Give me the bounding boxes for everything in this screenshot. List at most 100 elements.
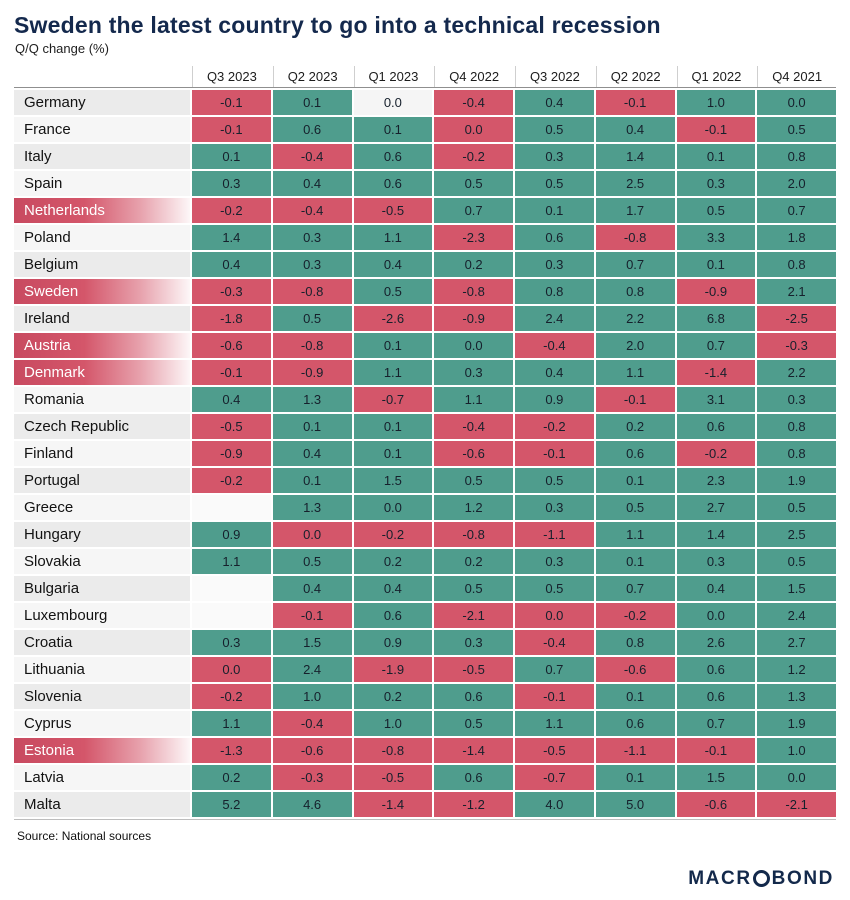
value-cell: 0.5 [272, 306, 352, 331]
value-cell: 0.6 [595, 441, 675, 466]
value-cell: 0.8 [757, 441, 836, 466]
value-cell: 2.1 [757, 279, 836, 304]
chart-title: Sweden the latest country to go into a t… [14, 12, 661, 38]
value-cell: -2.6 [353, 306, 433, 331]
value-cell: 0.3 [192, 171, 271, 196]
value-cell: 0.4 [272, 171, 352, 196]
value-cell: 0.8 [595, 279, 675, 304]
value-cell: -0.8 [595, 225, 675, 250]
country-label: Croatia [14, 630, 190, 655]
value-cell: -0.8 [272, 333, 352, 358]
value-cell: 1.2 [757, 657, 836, 682]
country-label: Czech Republic [14, 414, 190, 439]
value-cell: 0.3 [434, 360, 513, 385]
value-cell: 0.4 [595, 117, 675, 142]
value-cell: 0.5 [353, 279, 433, 304]
value-cell: -0.6 [192, 333, 271, 358]
country-label: Sweden [14, 279, 190, 304]
value-cell: -0.4 [272, 198, 352, 223]
value-cell: 0.5 [515, 468, 594, 493]
value-cell: 0.5 [272, 549, 352, 574]
value-cell: -0.5 [192, 414, 271, 439]
value-cell: 2.0 [595, 333, 675, 358]
country-label: Germany [14, 90, 190, 115]
source-note: Source: National sources [17, 829, 152, 843]
value-cell: 1.0 [353, 711, 433, 736]
value-cell: 1.5 [757, 576, 836, 601]
value-cell: 0.1 [353, 117, 433, 142]
value-cell: -1.3 [192, 738, 271, 763]
country-label: Denmark [14, 360, 190, 385]
value-cell: -1.1 [515, 522, 594, 547]
country-label: Bulgaria [14, 576, 190, 601]
value-cell: 0.0 [434, 117, 513, 142]
value-cell: 0.6 [434, 765, 513, 790]
value-cell: 1.1 [515, 711, 594, 736]
value-cell: 1.0 [272, 684, 352, 709]
country-label: Cyprus [14, 711, 190, 736]
heatmap-header-row: Q3 2023 Q2 2023 Q1 2023 Q4 2022 Q3 2022 Q2 20… [14, 66, 836, 88]
country-label: Ireland [14, 306, 190, 331]
value-cell: 1.1 [192, 711, 271, 736]
value-cell: 0.1 [595, 765, 675, 790]
value-cell: 0.1 [353, 333, 433, 358]
value-cell: 0.5 [515, 576, 594, 601]
value-cell: -0.1 [515, 684, 594, 709]
value-cell: 4.6 [272, 792, 352, 817]
value-cell: 2.6 [676, 630, 756, 655]
country-label: Finland [14, 441, 190, 466]
column-header: Q2 2022 [595, 66, 675, 87]
value-cell: 0.1 [353, 441, 433, 466]
column-header: Q3 2023 [192, 66, 271, 87]
value-cell: 0.1 [515, 198, 594, 223]
value-cell: 0.0 [515, 603, 594, 628]
value-cell: 0.1 [272, 468, 352, 493]
value-cell: 1.0 [757, 738, 836, 763]
country-label: France [14, 117, 190, 142]
country-label: Hungary [14, 522, 190, 547]
value-cell: 1.1 [595, 360, 675, 385]
value-cell: -1.8 [192, 306, 271, 331]
value-cell: -0.8 [272, 279, 352, 304]
value-cell: 0.0 [757, 765, 836, 790]
value-cell: 1.4 [676, 522, 756, 547]
value-cell: 1.5 [353, 468, 433, 493]
value-cell: 0.8 [757, 144, 836, 169]
value-cell: 0.6 [434, 684, 513, 709]
macrobond-logo: MACR BOND [688, 869, 834, 888]
value-cell: -2.1 [757, 792, 836, 817]
value-cell: 0.5 [434, 576, 513, 601]
value-cell: 0.0 [192, 657, 271, 682]
value-cell: 0.6 [676, 684, 756, 709]
value-cell: 1.0 [676, 90, 756, 115]
value-cell: -0.2 [515, 414, 594, 439]
value-cell: 0.5 [515, 171, 594, 196]
value-cell: 0.4 [192, 387, 271, 412]
value-cell: -0.9 [434, 306, 513, 331]
value-cell: 0.5 [434, 711, 513, 736]
value-cell: 0.7 [595, 252, 675, 277]
value-cell: 0.5 [676, 198, 756, 223]
country-label: Slovenia [14, 684, 190, 709]
value-cell: -0.2 [192, 684, 271, 709]
value-cell: 0.3 [515, 495, 594, 520]
value-cell: 0.3 [272, 225, 352, 250]
country-label: Italy [14, 144, 190, 169]
value-cell: 0.5 [434, 468, 513, 493]
value-cell: 0.7 [676, 333, 756, 358]
value-cell: 2.2 [595, 306, 675, 331]
value-cell: 0.7 [434, 198, 513, 223]
value-cell: 0.5 [757, 117, 836, 142]
value-cell: 0.3 [434, 630, 513, 655]
column-header: Q4 2022 [434, 66, 513, 87]
value-cell: 1.5 [272, 630, 352, 655]
value-cell: 1.4 [192, 225, 271, 250]
value-cell: 0.9 [515, 387, 594, 412]
value-cell: 0.2 [595, 414, 675, 439]
value-cell: 1.1 [192, 549, 271, 574]
value-cell: -0.2 [353, 522, 433, 547]
country-label: Latvia [14, 765, 190, 790]
country-label: Portugal [14, 468, 190, 493]
value-cell: 0.1 [595, 549, 675, 574]
